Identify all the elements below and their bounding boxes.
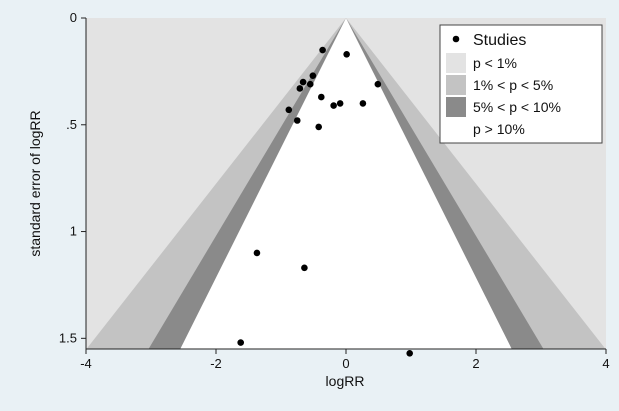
y-tick-label: 1 bbox=[70, 224, 77, 239]
y-tick-label: .5 bbox=[66, 117, 77, 132]
study-point bbox=[309, 72, 317, 79]
legend-label: 5% < p < 10% bbox=[473, 99, 561, 115]
band-nonsignificant bbox=[180, 18, 512, 349]
x-tick-label: 4 bbox=[602, 356, 609, 371]
x-tick-label: 2 bbox=[472, 356, 479, 371]
study-point bbox=[296, 85, 304, 92]
legend-label: Studies bbox=[473, 32, 526, 49]
study-point bbox=[318, 93, 325, 101]
legend-swatch bbox=[446, 75, 466, 95]
legend: Studies p < 1% 1% < p < 5% 5% < p < 10% p > … bbox=[439, 24, 603, 144]
study-point bbox=[253, 249, 261, 257]
study-point bbox=[330, 102, 337, 109]
study-point bbox=[406, 349, 414, 357]
legend-box bbox=[439, 24, 603, 144]
legend-swatch bbox=[446, 53, 466, 73]
study-point bbox=[237, 339, 244, 346]
x-axis-label: logRR bbox=[326, 373, 365, 389]
study-points bbox=[237, 46, 414, 357]
study-point bbox=[343, 51, 350, 58]
x-tick-label: 0 bbox=[342, 356, 349, 371]
study-point bbox=[299, 78, 307, 86]
study-point bbox=[293, 117, 301, 124]
x-tick-label: -4 bbox=[80, 356, 92, 371]
study-point bbox=[301, 264, 308, 272]
y-tick-label: 1.5 bbox=[59, 330, 77, 345]
study-point bbox=[306, 80, 314, 88]
x-tick-label: -2 bbox=[210, 356, 222, 371]
study-point bbox=[336, 100, 344, 107]
study-point bbox=[319, 46, 326, 54]
study-point bbox=[359, 100, 367, 107]
axes: -4 -2 0 2 4 0 .5 1 1.5 logRR standard error of log… bbox=[27, 10, 610, 389]
legend-swatch bbox=[446, 97, 466, 117]
study-point bbox=[285, 106, 293, 114]
legend-swatch bbox=[446, 119, 466, 139]
legend-label: 1% < p < 5% bbox=[473, 77, 553, 93]
study-point bbox=[374, 80, 382, 88]
legend-label: p > 10% bbox=[473, 121, 525, 137]
y-axis-label: standard error of logRR bbox=[27, 110, 43, 256]
y-tick-label: 0 bbox=[70, 10, 77, 25]
study-point bbox=[315, 123, 323, 131]
legend-label: p < 1% bbox=[473, 55, 517, 71]
legend-marker-studies bbox=[452, 35, 460, 43]
